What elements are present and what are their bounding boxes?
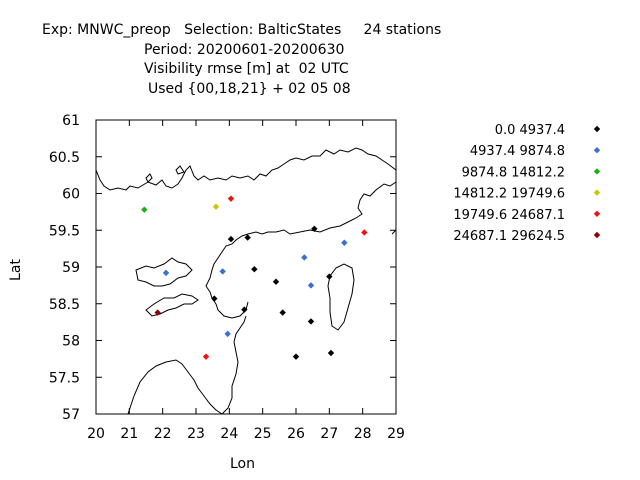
x-tick-label: 26 xyxy=(287,426,305,442)
data-point xyxy=(341,239,348,246)
legend-marker xyxy=(593,147,601,154)
data-point xyxy=(251,266,258,273)
data-point xyxy=(224,330,231,338)
data-point xyxy=(307,318,315,325)
legend-marker xyxy=(593,125,601,133)
data-point xyxy=(361,229,368,236)
legend-entry-label: 9874.8 14812.2 xyxy=(462,165,565,180)
legend-marker xyxy=(593,210,601,217)
data-point xyxy=(326,273,333,280)
data-point xyxy=(301,254,308,261)
x-tick-label: 20 xyxy=(87,426,105,442)
x-tick-label: 24 xyxy=(220,426,238,442)
data-point xyxy=(212,203,220,210)
legend-entry-label: 19749.6 24687.1 xyxy=(453,208,565,223)
legend-entry-label: 0.0 4937.4 xyxy=(495,123,565,138)
legend-marker xyxy=(593,168,601,175)
y-tick-label: 57 xyxy=(62,407,80,423)
chart-title-line-1: Exp: MNWC_preop Selection: BalticStates … xyxy=(42,22,442,38)
data-point xyxy=(227,195,235,202)
y-tick-label: 58.5 xyxy=(49,297,80,313)
x-tick-label: 27 xyxy=(320,426,338,442)
x-tick-label: 21 xyxy=(120,426,138,442)
legend-marker xyxy=(593,189,601,196)
chart-title-line-3: Visibility rmse [m] at 02 UTC xyxy=(144,61,349,77)
x-tick-label: 29 xyxy=(387,426,405,442)
data-point xyxy=(162,269,170,277)
data-point xyxy=(219,268,226,275)
data-point xyxy=(141,206,148,213)
x-tick-label: 23 xyxy=(187,426,205,442)
coastline xyxy=(95,147,397,415)
chart-title-line-2: Period: 20200601-20200630 xyxy=(144,42,345,58)
y-tick-label: 57.5 xyxy=(49,370,80,386)
data-point xyxy=(279,309,286,316)
y-tick-label: 60.5 xyxy=(49,150,80,166)
data-point xyxy=(211,295,218,302)
data-point xyxy=(327,349,335,357)
chart-title-line-4: Used {00,18,21} + 02 05 08 xyxy=(148,81,351,97)
x-tick-label: 28 xyxy=(354,426,372,442)
data-point xyxy=(202,353,210,360)
x-axis-label: Lon xyxy=(230,456,255,472)
x-tick-label: 22 xyxy=(154,426,172,442)
x-tick-label: 25 xyxy=(254,426,272,442)
data-point xyxy=(154,309,161,316)
y-tick-label: 60 xyxy=(62,187,80,203)
data-point xyxy=(272,278,280,285)
y-tick-label: 59.5 xyxy=(49,223,80,239)
legend-entry-label: 4937.4 9874.8 xyxy=(470,144,565,159)
legend-marker xyxy=(593,231,601,239)
y-tick-label: 59 xyxy=(62,260,80,276)
data-point xyxy=(227,235,235,243)
data-point xyxy=(311,225,318,232)
legend-entry-label: 14812.2 19749.6 xyxy=(453,187,565,202)
y-tick-label: 61 xyxy=(62,113,80,129)
data-point xyxy=(307,282,315,289)
y-tick-label: 58 xyxy=(62,334,80,350)
data-point xyxy=(244,234,251,241)
legend-entry-label: 24687.1 29624.5 xyxy=(453,229,565,244)
data-point xyxy=(241,306,248,313)
data-point xyxy=(292,353,300,360)
